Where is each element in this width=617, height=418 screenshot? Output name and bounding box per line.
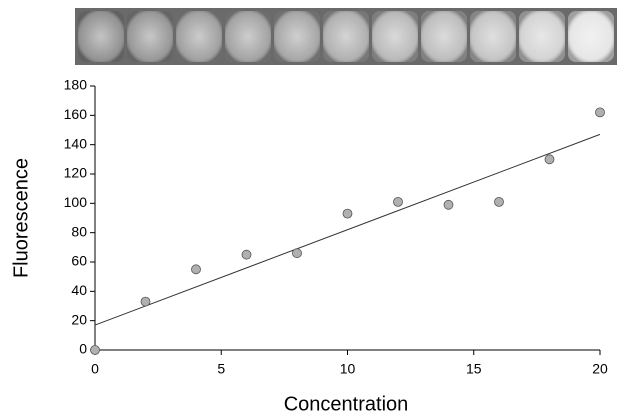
data-point [544,154,555,165]
well-plate-image [75,8,617,65]
data-point [241,249,252,260]
x-axis-title: Concentration [284,393,409,415]
data-point [342,208,353,219]
y-tick-label: 100 [64,194,88,210]
x-tick-label: 15 [466,361,482,377]
x-tick-label: 5 [217,361,225,377]
data-point [393,196,403,207]
y-axis-title: Fluorescence [10,158,32,278]
data-point [494,196,504,207]
x-tick-label: 20 [592,361,608,377]
data-point [443,199,454,210]
data-point [90,345,100,355]
trend-line [94,133,601,326]
y-tick-label: 20 [71,311,87,327]
data-point [191,264,201,275]
data-point [292,248,302,259]
data-point [140,296,151,307]
y-tick-label: 180 [64,77,88,93]
y-tick-label: 0 [79,341,87,357]
y-tick-label: 80 [71,223,87,239]
y-tick-label: 120 [64,165,88,181]
data-point [595,107,605,118]
y-tick-label: 40 [71,282,87,298]
y-tick-label: 140 [64,135,88,151]
y-tick-label: 60 [71,253,87,269]
y-tick-label: 160 [64,106,88,122]
x-tick-label: 10 [340,361,356,377]
x-tick-label: 0 [91,361,99,377]
